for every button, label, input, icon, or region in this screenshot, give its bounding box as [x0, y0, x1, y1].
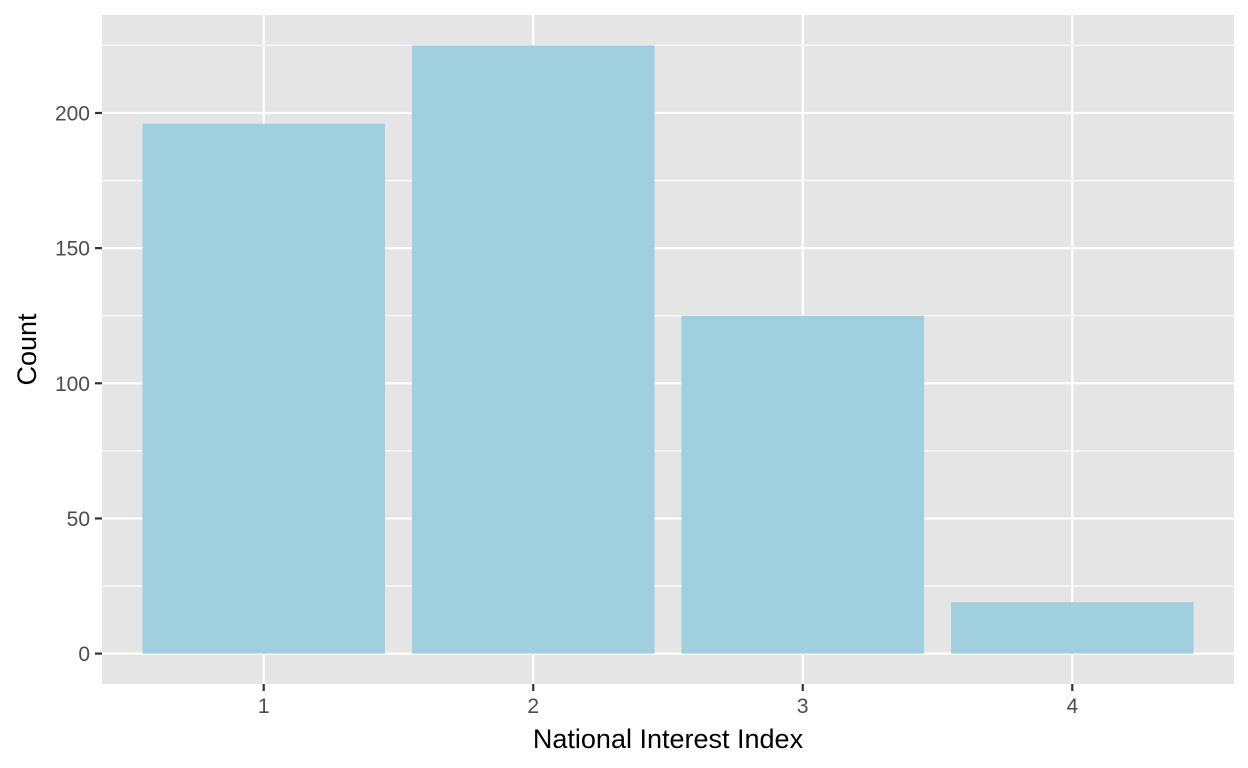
- x-axis-ticks: 1 2 3 4: [258, 684, 1078, 718]
- x-tick-label: 3: [797, 695, 809, 718]
- y-axis-title: Count: [12, 313, 42, 386]
- y-tick-label: 50: [67, 508, 90, 531]
- y-tick-label: 200: [55, 102, 90, 125]
- x-tick-label: 4: [1066, 695, 1078, 718]
- bar-2: [411, 45, 655, 654]
- y-tick-label: 150: [55, 238, 90, 261]
- y-tick-label: 0: [78, 643, 90, 666]
- x-tick-label: 2: [527, 695, 539, 718]
- bar-3: [681, 315, 925, 654]
- bars: [142, 45, 1194, 654]
- x-tick-label: 1: [258, 695, 270, 718]
- bar-4: [951, 602, 1194, 654]
- y-axis-ticks: 0 50 100 150 200: [55, 102, 102, 666]
- bar-1: [142, 123, 385, 654]
- y-tick-label: 100: [55, 373, 90, 396]
- x-axis-title: National Interest Index: [533, 724, 804, 754]
